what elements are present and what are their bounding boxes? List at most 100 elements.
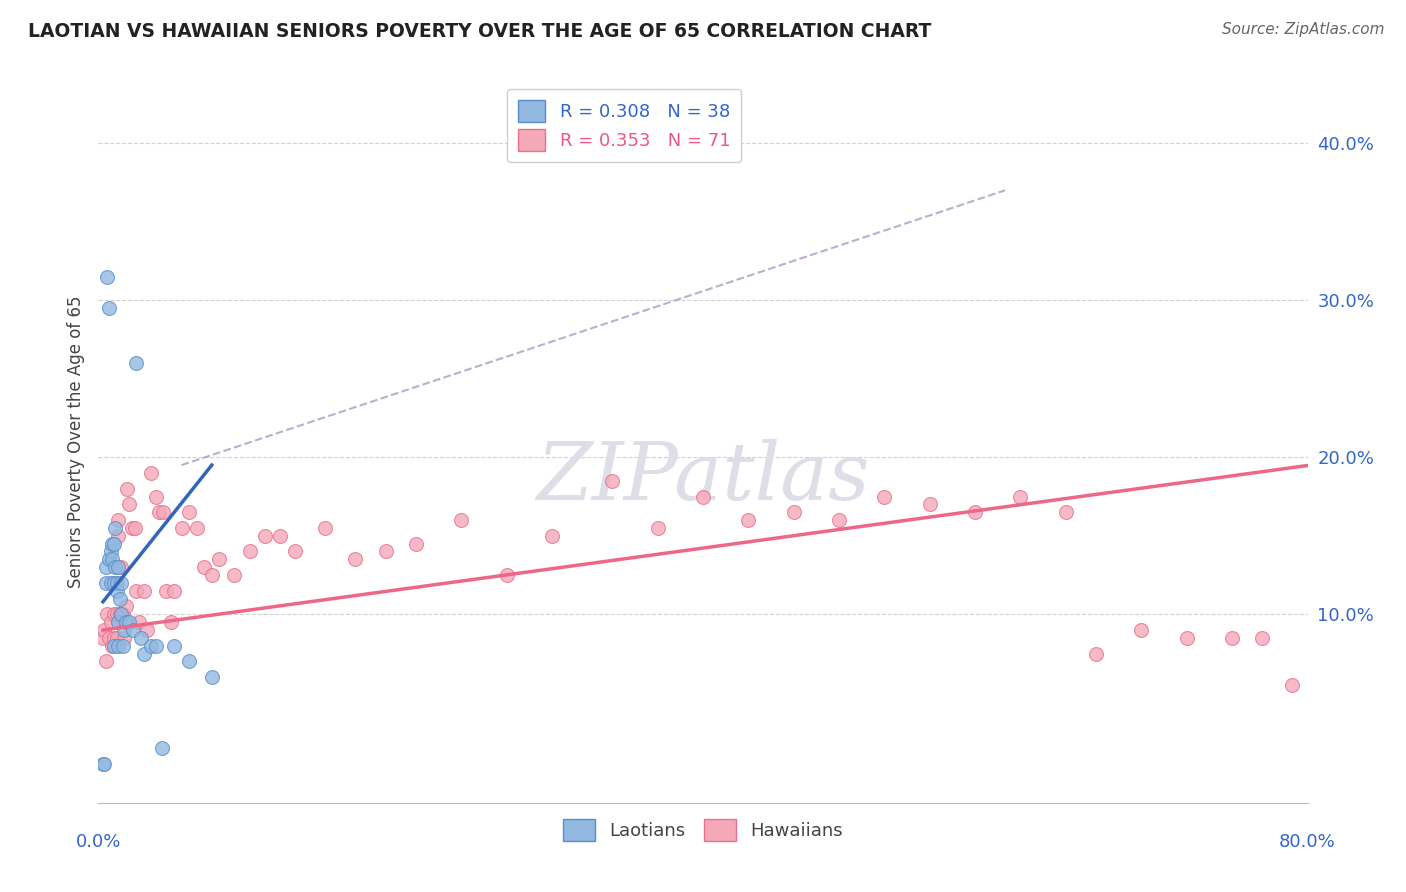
Point <box>193 560 215 574</box>
Point <box>828 513 851 527</box>
Point <box>170 521 193 535</box>
Point <box>179 505 201 519</box>
Point <box>145 639 167 653</box>
Point <box>115 482 138 496</box>
Point <box>112 631 135 645</box>
Point <box>1085 647 1108 661</box>
Point <box>104 575 127 590</box>
Point <box>111 639 134 653</box>
Point <box>201 670 224 684</box>
Point <box>114 599 136 614</box>
Point <box>160 615 183 630</box>
Point <box>125 583 148 598</box>
Point <box>269 529 291 543</box>
Point <box>111 607 134 622</box>
Point <box>98 301 121 315</box>
Point <box>1327 340 1350 354</box>
Point <box>224 568 246 582</box>
Point <box>114 615 136 630</box>
Point <box>1251 631 1274 645</box>
Point <box>118 615 141 630</box>
Point <box>125 356 148 370</box>
Point <box>314 521 336 535</box>
Point <box>103 607 125 622</box>
Point <box>1010 490 1032 504</box>
Point <box>108 607 131 622</box>
Point <box>100 575 122 590</box>
Point <box>965 505 987 519</box>
Point <box>1281 678 1303 692</box>
Point <box>374 544 396 558</box>
Point <box>141 466 163 480</box>
Point <box>1054 505 1077 519</box>
Point <box>110 560 132 574</box>
Point <box>105 583 128 598</box>
Point <box>105 575 128 590</box>
Point <box>91 631 114 645</box>
Point <box>284 544 307 558</box>
Point <box>103 575 125 590</box>
Point <box>103 631 125 645</box>
Point <box>145 490 167 504</box>
Point <box>737 513 759 527</box>
Point <box>118 497 141 511</box>
Point <box>783 505 806 519</box>
Point <box>104 521 127 535</box>
Point <box>129 631 152 645</box>
Point <box>148 505 170 519</box>
Point <box>155 583 177 598</box>
Point <box>96 269 118 284</box>
Point <box>94 655 117 669</box>
Point <box>91 756 114 771</box>
Point <box>208 552 231 566</box>
Point <box>179 655 201 669</box>
Point <box>107 639 129 653</box>
Point <box>495 568 517 582</box>
Point <box>112 623 135 637</box>
Point <box>647 521 669 535</box>
Point <box>103 536 125 550</box>
Point <box>100 544 122 558</box>
Text: 0.0%: 0.0% <box>76 833 121 851</box>
Point <box>405 536 427 550</box>
Point <box>94 575 117 590</box>
Point <box>101 639 124 653</box>
Point <box>110 607 132 622</box>
Point <box>107 529 129 543</box>
Point <box>1175 631 1198 645</box>
Point <box>128 615 150 630</box>
Point <box>104 560 127 574</box>
Point <box>141 639 163 653</box>
Point <box>1130 623 1153 637</box>
Point <box>93 623 115 637</box>
Point <box>163 583 186 598</box>
Point <box>122 623 145 637</box>
Point <box>132 647 155 661</box>
Point <box>107 615 129 630</box>
Point <box>152 505 174 519</box>
Point <box>101 552 124 566</box>
Text: LAOTIAN VS HAWAIIAN SENIORS POVERTY OVER THE AGE OF 65 CORRELATION CHART: LAOTIAN VS HAWAIIAN SENIORS POVERTY OVER… <box>28 22 932 41</box>
Point <box>101 536 124 550</box>
Legend: Laotians, Hawaiians: Laotians, Hawaiians <box>555 812 851 848</box>
Point <box>135 623 157 637</box>
Text: Source: ZipAtlas.com: Source: ZipAtlas.com <box>1222 22 1385 37</box>
Point <box>186 521 208 535</box>
Point <box>1357 343 1379 358</box>
Point <box>1220 631 1243 645</box>
Point <box>110 575 132 590</box>
Point <box>918 497 941 511</box>
Point <box>96 607 118 622</box>
Point <box>873 490 896 504</box>
Point <box>121 521 143 535</box>
Point <box>239 544 262 558</box>
Point <box>692 490 714 504</box>
Point <box>150 740 173 755</box>
Y-axis label: Seniors Poverty Over the Age of 65: Seniors Poverty Over the Age of 65 <box>66 295 84 588</box>
Point <box>105 631 128 645</box>
Point <box>124 521 146 535</box>
Point <box>108 591 131 606</box>
Point <box>540 529 562 543</box>
Point <box>450 513 472 527</box>
Point <box>107 560 129 574</box>
